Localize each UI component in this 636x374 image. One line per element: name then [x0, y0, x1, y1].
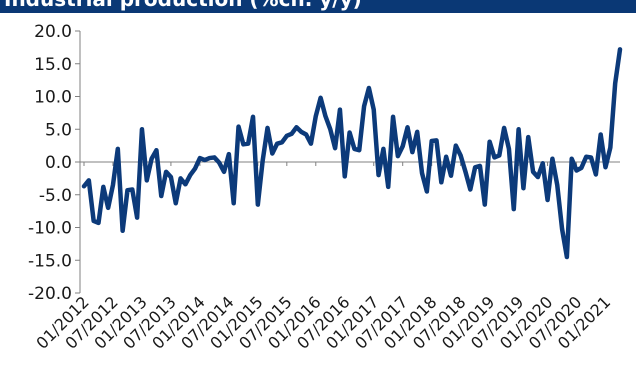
y-tick-label: 20.0 — [34, 22, 72, 42]
y-tick-label: -20.0 — [28, 284, 72, 304]
chart-title-bar: Industrial production (%ch. y/y) — [0, 0, 636, 13]
y-tick-label: 10.0 — [34, 88, 72, 108]
y-tick-label: -5.0 — [39, 186, 72, 206]
y-tick-label: 15.0 — [34, 55, 72, 75]
y-tick-label: -15.0 — [28, 251, 72, 271]
series-line — [81, 47, 623, 260]
chart-title: Industrial production (%ch. y/y) — [4, 0, 362, 10]
y-tick-label: -10.0 — [28, 219, 72, 239]
y-tick-label: 5.0 — [45, 120, 72, 140]
y-tick-label: 0.0 — [45, 153, 72, 173]
